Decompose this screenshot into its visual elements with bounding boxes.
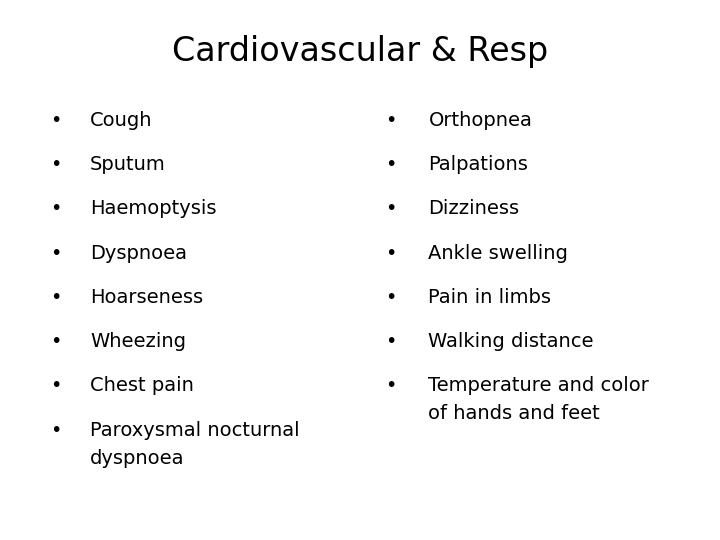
Text: •: •: [50, 332, 62, 351]
Text: of hands and feet: of hands and feet: [428, 404, 600, 423]
Text: Wheezing: Wheezing: [90, 332, 186, 351]
Text: •: •: [50, 244, 62, 262]
Text: Dyspnoea: Dyspnoea: [90, 244, 187, 262]
Text: Cardiovascular & Resp: Cardiovascular & Resp: [172, 35, 548, 68]
Text: •: •: [50, 376, 62, 395]
Text: •: •: [50, 421, 62, 440]
Text: Palpations: Palpations: [428, 155, 528, 174]
Text: •: •: [385, 111, 397, 130]
Text: Paroxysmal nocturnal: Paroxysmal nocturnal: [90, 421, 300, 440]
Text: Orthopnea: Orthopnea: [428, 111, 532, 130]
Text: •: •: [385, 244, 397, 262]
Text: Chest pain: Chest pain: [90, 376, 194, 395]
Text: Temperature and color: Temperature and color: [428, 376, 649, 395]
Text: •: •: [50, 155, 62, 174]
Text: •: •: [385, 288, 397, 307]
Text: Pain in limbs: Pain in limbs: [428, 288, 552, 307]
Text: •: •: [50, 288, 62, 307]
Text: •: •: [50, 111, 62, 130]
Text: Sputum: Sputum: [90, 155, 166, 174]
Text: •: •: [385, 332, 397, 351]
Text: •: •: [385, 155, 397, 174]
Text: dyspnoea: dyspnoea: [90, 449, 184, 468]
Text: •: •: [385, 376, 397, 395]
Text: Ankle swelling: Ankle swelling: [428, 244, 568, 262]
Text: Cough: Cough: [90, 111, 153, 130]
Text: Dizziness: Dizziness: [428, 199, 520, 218]
Text: •: •: [385, 199, 397, 218]
Text: •: •: [50, 199, 62, 218]
Text: Haemoptysis: Haemoptysis: [90, 199, 217, 218]
Text: Walking distance: Walking distance: [428, 332, 594, 351]
Text: Hoarseness: Hoarseness: [90, 288, 203, 307]
